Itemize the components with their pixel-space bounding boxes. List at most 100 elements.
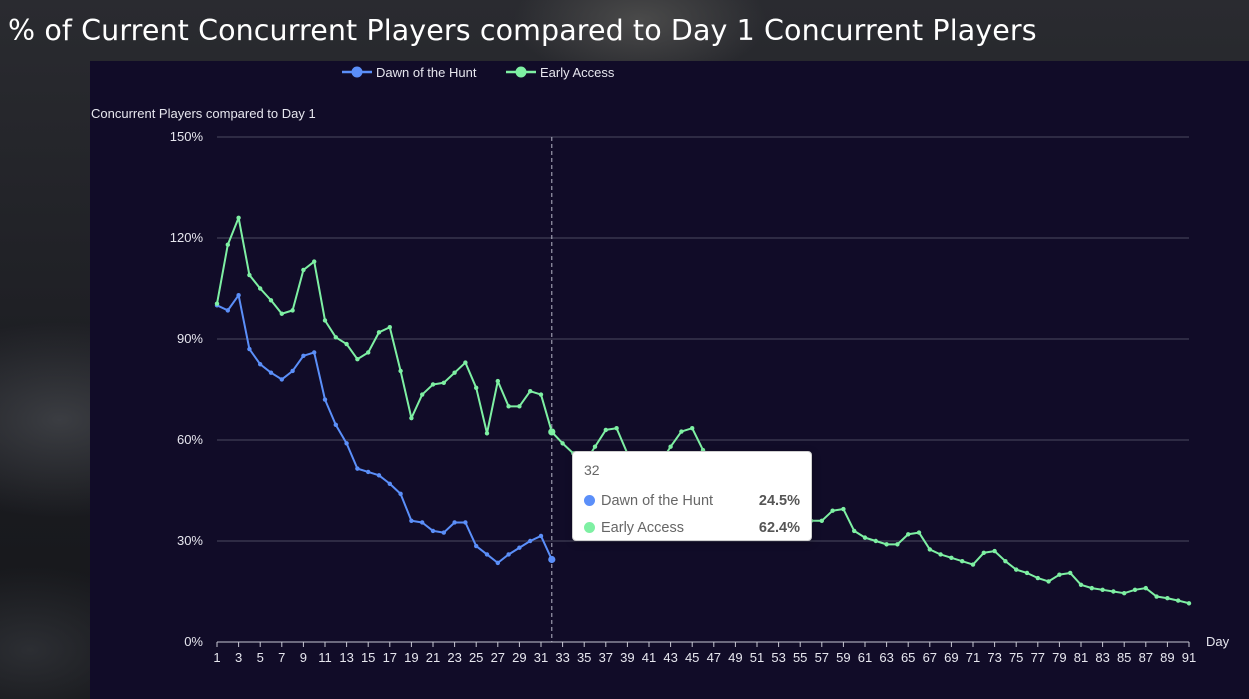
data-point [301,353,306,359]
x-tick-label: 89 [1160,650,1174,665]
data-point [1068,570,1073,576]
data-point [548,428,556,436]
data-point [430,528,436,534]
data-point [344,441,349,446]
x-tick-label: 37 [599,650,613,665]
x-tick-label: 71 [966,650,980,665]
data-point [614,426,619,431]
data-point [441,530,446,535]
series-line-1 [216,216,1190,605]
tooltip-early-value: 62.4% [758,519,800,536]
x-tick-label: 77 [1031,650,1045,665]
data-point [1035,575,1040,581]
data-point [841,506,846,512]
data-point [344,341,349,347]
data-point [927,547,932,552]
data-point [409,518,414,523]
data-point [819,518,824,523]
x-tick-label: 91 [1182,650,1196,665]
data-point [679,429,684,434]
tooltip-early-name: Early Access [601,519,684,536]
data-point [258,362,263,367]
legend-marker-0 [351,66,363,78]
data-point [409,415,414,421]
data-point [1186,601,1192,606]
data-point [528,538,533,544]
data-point [603,427,608,433]
x-tick-label: 51 [750,650,764,665]
data-point [236,293,241,298]
tooltip-dawn-name: Dawn of the Hunt [601,492,714,509]
x-tick-label: 61 [858,650,872,665]
data-point [258,286,263,291]
data-point [830,508,835,513]
data-point [1089,585,1094,591]
x-tick-label: 63 [879,650,893,665]
data-point [463,520,468,525]
data-point [668,444,673,449]
data-point [970,562,976,567]
x-tick-label: 5 [257,650,264,665]
data-point [1046,579,1051,584]
x-tick-label: 9 [300,650,307,665]
x-tick-label: 23 [447,650,461,665]
data-point [366,350,371,355]
data-point [322,318,328,323]
data-point [268,298,274,303]
y-tick-label: 120% [170,230,204,245]
data-point [495,378,500,384]
chart-panel: 0% 30% 60% 90% 120% 150% 1 3 5 7 9 11 13 15 17 19 21 23 25… [90,61,1249,699]
y-tick-label: 60% [177,432,203,447]
data-point [290,308,295,313]
data-point [517,404,522,409]
data-point [441,380,446,385]
data-point [420,392,425,397]
data-point [474,543,479,549]
data-point [548,555,556,564]
x-tick-label: 55 [793,650,807,665]
data-point [690,426,695,431]
data-point [225,308,230,313]
data-point [333,335,338,340]
data-point [873,538,878,544]
data-point [279,311,284,316]
data-point [376,330,382,335]
series-line-0 [216,294,553,564]
data-point [560,441,565,446]
x-tick-label: 85 [1117,650,1131,665]
tooltip-dawn-marker-icon [584,495,595,506]
x-tick-label: 41 [642,650,656,665]
data-point [1078,582,1084,587]
tooltip-row-dawn: Dawn of the Hunt 24.5% [584,487,800,514]
x-axis-title: Day [1206,634,1230,649]
data-point [366,469,371,475]
data-point [1154,594,1159,599]
x-tick-label: 79 [1052,650,1066,665]
data-point [387,325,392,330]
page-title: % of Current Concurrent Players compared… [8,14,1037,47]
x-tick-label: 57 [815,650,829,665]
data-point [1003,559,1008,564]
data-point [1014,567,1019,572]
data-point [528,388,533,394]
x-tick-label: 1 [213,650,220,665]
x-tick-label: 13 [339,650,353,665]
x-tick-label: 45 [685,650,699,665]
x-tick-label: 87 [1139,650,1153,665]
data-point [1132,587,1138,593]
data-point [1165,596,1170,601]
x-tick-label: 75 [1009,650,1023,665]
data-point [290,368,295,374]
data-point [960,559,965,564]
x-tick-label: 39 [620,650,634,665]
x-tick-label: 49 [728,650,742,665]
tooltip-row-early: Early Access 62.4% [584,514,800,541]
data-point [884,542,889,547]
legend-label-1: Early Access [540,65,615,80]
data-point [592,444,598,449]
data-point [474,385,479,391]
data-point [981,550,986,555]
data-point [430,382,436,387]
x-tick-label: 43 [663,650,677,665]
line-chart: 0%30%60%90%120%150%1 3 5 7 9 11 13 15 17 19 21 23 25… [91,65,1230,665]
